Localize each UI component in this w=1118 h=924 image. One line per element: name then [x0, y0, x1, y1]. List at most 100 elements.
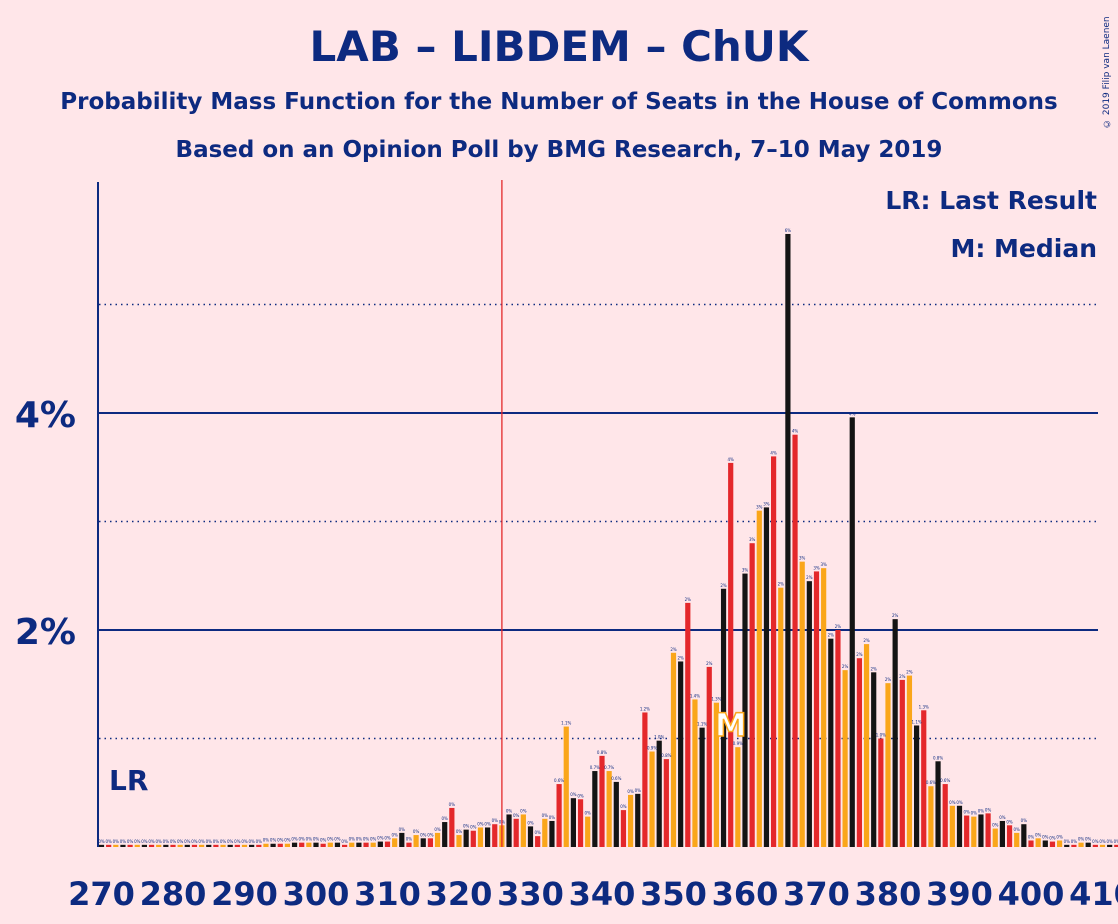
bar-value-label: 0.8% — [661, 753, 671, 758]
chart-title: LAB – LIBDEM – ChUK — [309, 22, 809, 71]
bar-value-label: 2% — [842, 664, 849, 669]
bar-value-label: 0% — [98, 839, 105, 844]
chart-subtitle: Probability Mass Function for the Number… — [60, 89, 1058, 115]
bar — [177, 844, 183, 847]
bar-value-label: 0% — [198, 839, 205, 844]
bar — [956, 805, 963, 847]
bar — [356, 842, 362, 847]
bar — [434, 832, 441, 847]
bar-value-label: 2% — [806, 575, 813, 580]
bar — [871, 672, 877, 847]
bar-value-label: 1.1% — [561, 721, 571, 726]
bar-value-label: 0% — [1042, 834, 1049, 839]
bar — [1006, 825, 1013, 847]
bar-value-label: 2% — [685, 597, 692, 602]
bar — [778, 587, 784, 847]
bar — [520, 814, 526, 847]
bar-value-label: 0.6% — [554, 778, 564, 783]
bar — [363, 842, 369, 847]
x-tick-label: 410 — [1069, 875, 1118, 913]
bar — [1078, 842, 1084, 847]
bar — [906, 675, 913, 847]
bar-value-label: 0% — [349, 837, 356, 842]
bar-value-label: 2% — [670, 647, 677, 652]
bar-value-label: 0% — [456, 829, 463, 834]
bar — [1021, 824, 1027, 847]
bar-value-label: 0% — [949, 800, 956, 805]
bar — [370, 842, 376, 847]
bar-value-label: 3% — [763, 501, 770, 506]
bar-value-label: 0% — [985, 807, 992, 812]
bar-value-label: 2% — [892, 613, 899, 618]
bar-value-label: 4% — [792, 429, 799, 434]
bar-value-label: 0% — [513, 813, 520, 818]
bar — [720, 588, 727, 847]
bar-value-label: 0% — [992, 823, 999, 828]
bar — [241, 844, 248, 847]
bar-value-label: 0% — [327, 837, 334, 842]
bar — [477, 827, 484, 847]
x-tick-label: 390 — [926, 875, 993, 913]
bar — [863, 644, 870, 847]
bar-value-label: 2% — [899, 674, 906, 679]
bar-value-label: 1.3% — [919, 704, 929, 709]
bar — [234, 844, 240, 847]
bar — [821, 568, 827, 847]
bar-value-label: 4% — [728, 457, 735, 462]
bar-value-label: 0% — [463, 824, 470, 829]
bar-value-label: 2% — [778, 582, 785, 587]
bar-value-label: 0% — [971, 811, 978, 816]
bar-value-label: 0% — [263, 838, 270, 843]
bar-value-label: 2% — [706, 661, 713, 666]
bar-value-label: 0% — [313, 837, 320, 842]
bar — [1049, 841, 1056, 847]
bar-value-label: 3% — [749, 537, 756, 542]
bar — [141, 844, 147, 847]
x-tick-label: 280 — [140, 875, 207, 913]
bar-value-label: 0% — [284, 838, 291, 843]
bar-value-label: 6% — [785, 228, 792, 233]
bar-value-label: 3% — [742, 568, 749, 573]
bar — [513, 818, 519, 847]
bar-value-label: 0% — [1021, 818, 1028, 823]
bar-value-label: 1.4% — [690, 693, 700, 698]
bar — [828, 638, 834, 847]
bar — [670, 652, 677, 847]
bar — [556, 784, 562, 847]
bar — [284, 843, 290, 847]
bar-value-label: 1.2% — [640, 706, 650, 711]
bar-value-label: 0% — [520, 808, 527, 813]
bar-value-label: 0% — [299, 837, 306, 842]
bar — [420, 838, 426, 847]
x-tick-label: 380 — [855, 875, 922, 913]
bar — [856, 658, 862, 847]
bar-value-label: 0.7% — [590, 765, 600, 770]
bar-value-label: 2% — [856, 652, 863, 657]
bar — [971, 816, 977, 847]
bar — [749, 543, 755, 847]
x-tick-label: 360 — [712, 875, 779, 913]
bar — [349, 842, 355, 847]
bar-value-label: 0% — [999, 815, 1006, 820]
bar — [377, 841, 383, 847]
grid-lines — [99, 303, 1098, 740]
bar-value-label: 2% — [835, 624, 842, 629]
bar-value-label: 2% — [720, 583, 727, 588]
bar-value-label: 0% — [177, 839, 184, 844]
bar — [835, 630, 841, 847]
bar-value-label: 0% — [492, 818, 499, 823]
bar-value-label: 0% — [477, 821, 484, 826]
bar-value-label: 0% — [956, 800, 963, 805]
last-result-marker: LR — [109, 764, 148, 797]
bar — [763, 507, 770, 847]
bar-value-label: 0% — [163, 839, 170, 844]
bar — [191, 844, 198, 847]
legend-last-result: LR: Last Result — [885, 186, 1097, 215]
bar — [806, 581, 812, 847]
bar — [656, 740, 662, 847]
bar-value-label: 1.1% — [697, 722, 707, 727]
bar-value-label: 0% — [370, 837, 377, 842]
bar — [570, 798, 576, 847]
bar — [728, 462, 734, 847]
